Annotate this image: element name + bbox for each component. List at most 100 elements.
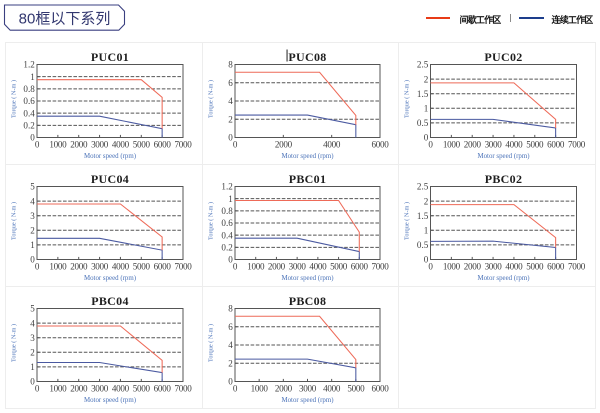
svg-text:6: 6 bbox=[228, 322, 233, 332]
svg-text:0.5: 0.5 bbox=[417, 240, 429, 250]
svg-text:5000: 5000 bbox=[347, 383, 365, 393]
svg-text:2: 2 bbox=[30, 226, 35, 236]
svg-text:0.6: 0.6 bbox=[221, 218, 233, 228]
svg-text:3000: 3000 bbox=[485, 261, 503, 271]
svg-text:7000: 7000 bbox=[568, 261, 586, 271]
svg-text:2000: 2000 bbox=[464, 261, 482, 271]
svg-text:4000: 4000 bbox=[111, 139, 129, 149]
svg-text:1.2: 1.2 bbox=[221, 182, 233, 192]
svg-text:4: 4 bbox=[228, 96, 233, 106]
svg-text:7000: 7000 bbox=[371, 261, 389, 271]
svg-text:1000: 1000 bbox=[443, 261, 461, 271]
svg-text:0.5: 0.5 bbox=[417, 118, 429, 128]
svg-text:Motor speed (rpm): Motor speed (rpm) bbox=[83, 397, 135, 404]
svg-text:2.5: 2.5 bbox=[417, 60, 429, 70]
svg-text:5000: 5000 bbox=[132, 139, 150, 149]
svg-text:PUC04: PUC04 bbox=[90, 172, 128, 186]
svg-text:6000: 6000 bbox=[153, 139, 171, 149]
svg-text:1.5: 1.5 bbox=[417, 211, 429, 221]
svg-text:1000: 1000 bbox=[49, 261, 67, 271]
svg-text:Torque ( N-m ): Torque ( N-m ) bbox=[10, 324, 17, 362]
svg-text:5000: 5000 bbox=[330, 261, 348, 271]
svg-text:0.8: 0.8 bbox=[23, 84, 35, 94]
svg-text:0: 0 bbox=[34, 139, 39, 149]
svg-text:0: 0 bbox=[232, 139, 237, 149]
svg-text:0.2: 0.2 bbox=[221, 243, 233, 253]
svg-text:3000: 3000 bbox=[485, 139, 503, 149]
svg-text:0.8: 0.8 bbox=[221, 206, 233, 216]
svg-text:0.4: 0.4 bbox=[221, 230, 233, 240]
svg-text:2000: 2000 bbox=[274, 139, 292, 149]
svg-text:1: 1 bbox=[424, 226, 429, 236]
svg-text:PUC08: PUC08 bbox=[288, 50, 326, 64]
svg-text:2.5: 2.5 bbox=[417, 182, 429, 192]
svg-text:2: 2 bbox=[228, 114, 233, 124]
svg-text:2000: 2000 bbox=[274, 383, 292, 393]
svg-text:Motor speed (rpm): Motor speed (rpm) bbox=[83, 153, 135, 160]
svg-text:1000: 1000 bbox=[443, 139, 461, 149]
svg-text:1: 1 bbox=[30, 240, 35, 250]
svg-text:0: 0 bbox=[34, 383, 39, 393]
svg-text:6000: 6000 bbox=[153, 383, 171, 393]
svg-text:0.6: 0.6 bbox=[23, 96, 35, 106]
svg-text:Torque ( N-m ): Torque ( N-m ) bbox=[10, 202, 17, 240]
svg-text:6000: 6000 bbox=[350, 261, 368, 271]
svg-text:0.4: 0.4 bbox=[23, 108, 35, 118]
svg-text:Torque ( N-m ): Torque ( N-m ) bbox=[10, 80, 17, 118]
svg-text:1.5: 1.5 bbox=[417, 89, 429, 99]
svg-text:5000: 5000 bbox=[132, 261, 150, 271]
svg-text:3000: 3000 bbox=[91, 261, 109, 271]
svg-text:Torque ( N-m ): Torque ( N-m ) bbox=[207, 80, 214, 118]
svg-text:PBC02: PBC02 bbox=[485, 172, 523, 186]
svg-text:0: 0 bbox=[30, 133, 35, 143]
svg-text:7000: 7000 bbox=[568, 139, 586, 149]
svg-text:PBC08: PBC08 bbox=[288, 294, 326, 308]
svg-text:1: 1 bbox=[30, 362, 35, 372]
svg-text:Torque ( N-m ): Torque ( N-m ) bbox=[207, 324, 214, 362]
svg-text:Motor speed (rpm): Motor speed (rpm) bbox=[83, 275, 135, 282]
svg-text:PUC01: PUC01 bbox=[90, 50, 128, 64]
svg-text:4000: 4000 bbox=[309, 261, 327, 271]
svg-text:Motor speed (rpm): Motor speed (rpm) bbox=[281, 275, 333, 282]
svg-text:2: 2 bbox=[228, 358, 233, 368]
svg-text:6: 6 bbox=[228, 78, 233, 88]
svg-text:0: 0 bbox=[424, 255, 429, 265]
svg-text:7000: 7000 bbox=[174, 139, 192, 149]
svg-text:1.2: 1.2 bbox=[23, 60, 35, 70]
svg-text:Motor speed (rpm): Motor speed (rpm) bbox=[477, 275, 529, 282]
svg-text:4000: 4000 bbox=[505, 261, 523, 271]
svg-text:2000: 2000 bbox=[70, 383, 88, 393]
svg-text:6000: 6000 bbox=[547, 261, 565, 271]
svg-text:3000: 3000 bbox=[299, 383, 317, 393]
svg-text:3000: 3000 bbox=[91, 383, 109, 393]
svg-text:0.2: 0.2 bbox=[23, 121, 35, 131]
svg-text:0: 0 bbox=[228, 255, 233, 265]
svg-text:PUC02: PUC02 bbox=[484, 50, 522, 64]
svg-text:2000: 2000 bbox=[464, 139, 482, 149]
svg-text:Motor speed (rpm): Motor speed (rpm) bbox=[477, 153, 529, 160]
svg-text:Motor speed (rpm): Motor speed (rpm) bbox=[281, 153, 333, 160]
svg-text:7000: 7000 bbox=[174, 261, 192, 271]
svg-text:0: 0 bbox=[428, 261, 433, 271]
svg-text:4: 4 bbox=[30, 196, 35, 206]
svg-text:6000: 6000 bbox=[371, 383, 389, 393]
svg-text:4: 4 bbox=[30, 318, 35, 328]
svg-text:6000: 6000 bbox=[153, 261, 171, 271]
svg-text:0: 0 bbox=[34, 261, 39, 271]
svg-text:0: 0 bbox=[232, 383, 237, 393]
svg-text:5000: 5000 bbox=[132, 383, 150, 393]
svg-text:3000: 3000 bbox=[91, 139, 109, 149]
svg-text:1: 1 bbox=[424, 104, 429, 114]
svg-text:PBC01: PBC01 bbox=[288, 172, 326, 186]
svg-text:2000: 2000 bbox=[267, 261, 285, 271]
svg-text:5: 5 bbox=[30, 304, 35, 314]
svg-text:6000: 6000 bbox=[371, 139, 389, 149]
svg-text:1000: 1000 bbox=[49, 383, 67, 393]
svg-text:0: 0 bbox=[428, 139, 433, 149]
svg-text:0: 0 bbox=[228, 377, 233, 387]
svg-text:4000: 4000 bbox=[505, 139, 523, 149]
svg-text:3: 3 bbox=[30, 211, 35, 221]
svg-text:4000: 4000 bbox=[323, 139, 341, 149]
svg-text:7000: 7000 bbox=[174, 383, 192, 393]
svg-text:PBC04: PBC04 bbox=[91, 294, 129, 308]
